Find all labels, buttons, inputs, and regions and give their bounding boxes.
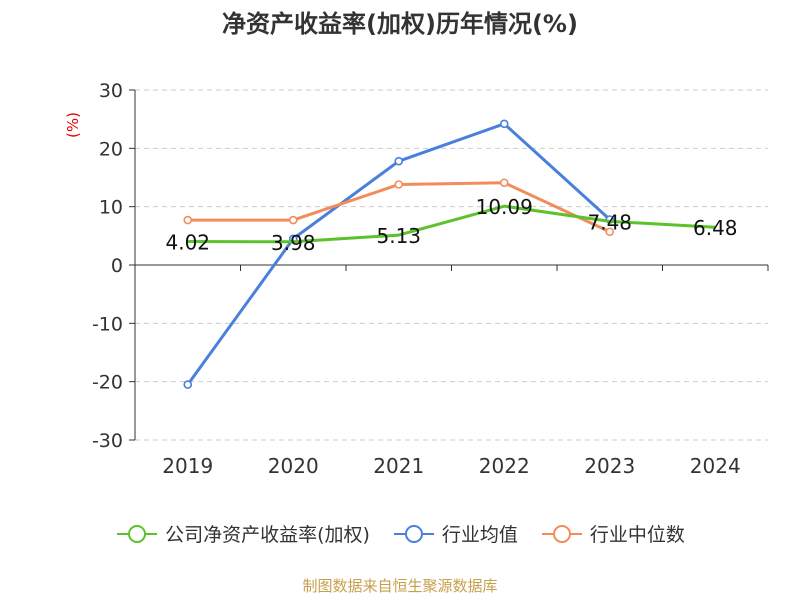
- x-tick-label: 2021: [373, 454, 424, 478]
- x-tick-label: 2023: [584, 454, 635, 478]
- chart-title: 净资产收益率(加权)历年情况(%): [222, 10, 578, 38]
- data-point-industry_median: [288, 215, 298, 225]
- series-line-company: [187, 204, 716, 244]
- legend-company-marker-icon: [117, 524, 158, 543]
- data-point-industry_mean: [499, 119, 509, 129]
- legend-label-company: 公司净资产收益率(加权): [165, 524, 370, 546]
- legend-label-industry-median: 行业中位数: [589, 524, 685, 546]
- data-label-company: 5.13: [376, 224, 421, 248]
- legend-item-industry-median[interactable]: 行业中位数: [540, 520, 685, 547]
- x-tick-label: 2024: [690, 454, 741, 478]
- legend-item-company[interactable]: 公司净资产收益率(加权): [115, 520, 370, 547]
- x-tick-label: 2020: [268, 454, 319, 478]
- x-tick-label: 2022: [479, 454, 530, 478]
- data-label-company: 7.48: [587, 210, 632, 234]
- y-axis-unit-label: (%): [64, 112, 82, 138]
- data-point-industry_mean: [183, 380, 193, 389]
- y-tick-label: 20: [99, 138, 123, 160]
- chart-legend: 公司净资产收益率(加权) 行业均值 行业中位数: [0, 520, 800, 547]
- y-tick-label: -10: [92, 313, 123, 335]
- legend-label-industry-mean: 行业均值: [441, 524, 518, 546]
- source-note: 制图数据来自恒生聚源数据库: [302, 577, 498, 595]
- data-label-company: 6.48: [693, 216, 738, 240]
- legend-item-industry-mean[interactable]: 行业均值: [392, 520, 518, 547]
- y-tick-label: 0: [111, 255, 123, 277]
- data-label-company: 3.98: [271, 231, 316, 255]
- y-tick-label: 10: [99, 197, 123, 219]
- legend-industry-median-marker-icon: [541, 524, 582, 543]
- data-point-industry_median: [183, 215, 193, 225]
- data-label-company: 10.09: [476, 195, 533, 219]
- data-label-company: 4.02: [165, 231, 210, 255]
- legend-industry-mean-marker-icon: [393, 524, 434, 543]
- x-tick-label: 2019: [162, 454, 213, 478]
- data-point-industry_median: [605, 227, 615, 237]
- y-tick-label: -30: [92, 430, 123, 452]
- data-point-industry_median: [499, 178, 509, 188]
- data-point-industry_mean: [394, 156, 404, 166]
- y-tick-label: 30: [99, 80, 123, 102]
- y-tick-label: -20: [92, 372, 123, 394]
- data-point-industry_median: [394, 180, 404, 189]
